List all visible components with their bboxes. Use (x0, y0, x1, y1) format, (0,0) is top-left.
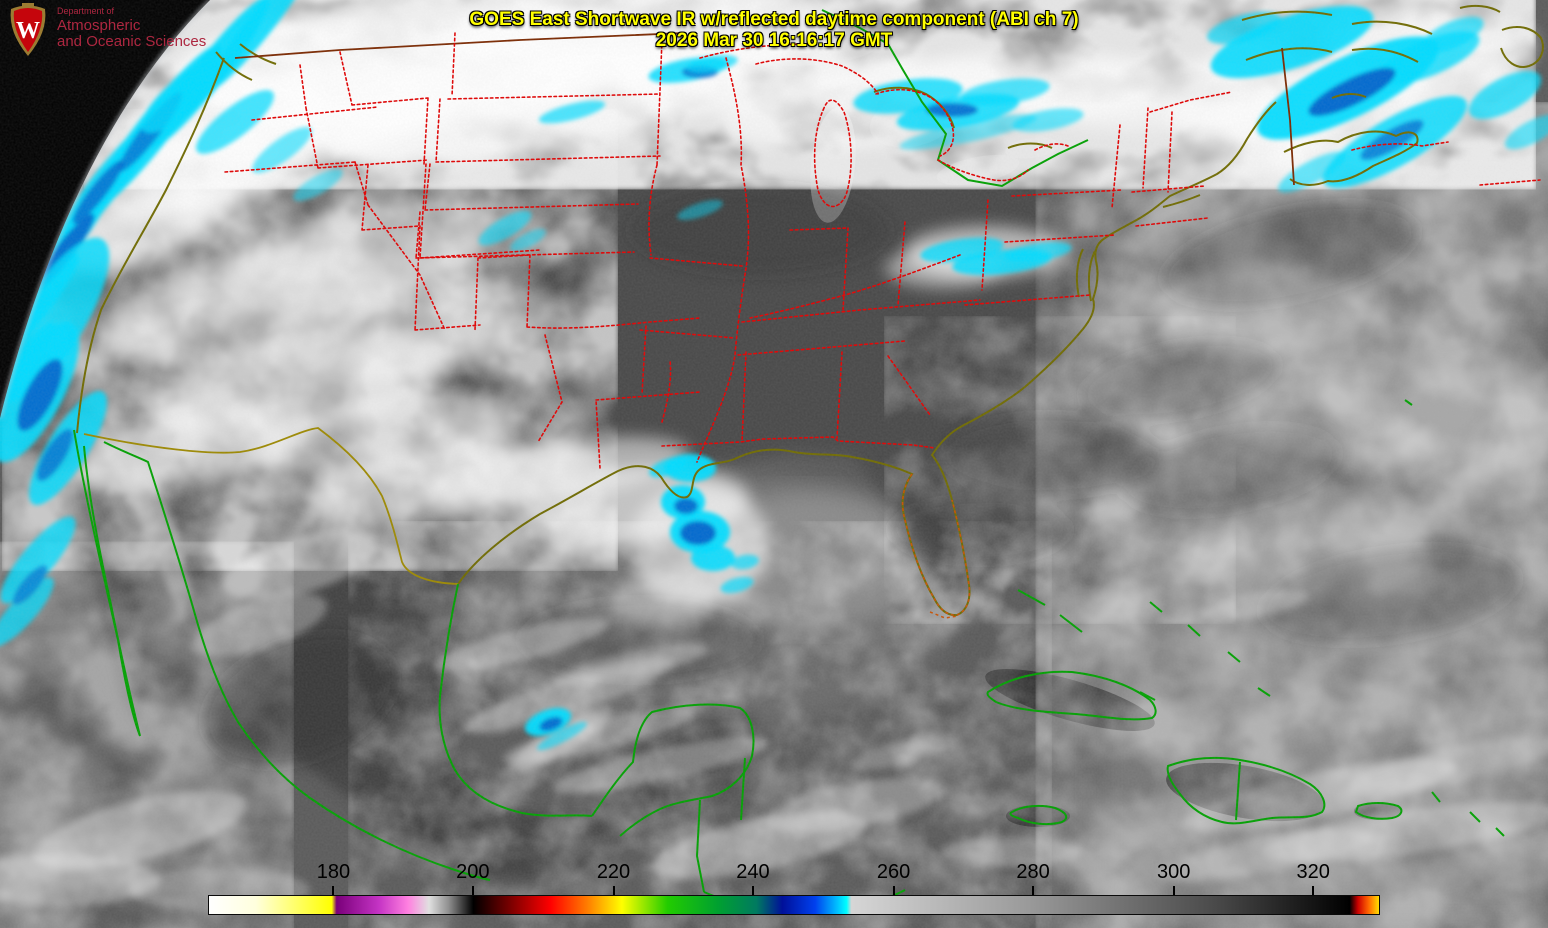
colorbar-tick-label: 320 (1296, 861, 1330, 883)
logo-name-line1: Atmospheric (57, 17, 141, 34)
colorbar-tick-mark (612, 886, 615, 895)
image-title: GOES East Shortwave IR w/reflected dayti… (0, 9, 1548, 51)
colorbar-tick-mark (892, 886, 895, 895)
colorbar-legend: 180 200 220 240 260 280 300 320 (208, 860, 1380, 918)
logo-name-line2: and Oceanic Sciences (57, 33, 207, 50)
uw-aos-logo: W Department of Atmospheric and Oceanic … (8, 2, 206, 57)
colorbar-tick-label: 300 (1157, 861, 1191, 883)
title-line1: GOES East Shortwave IR w/reflected dayti… (469, 9, 1079, 30)
colorbar-tick-label: 240 (736, 861, 770, 883)
colorbar-tick-label: 280 (1016, 861, 1050, 883)
uw-crest-icon: W (10, 3, 46, 56)
colorbar-gradient (208, 895, 1380, 915)
colorbar-tick-mark (1312, 886, 1315, 895)
colorbar-tick-mark (1172, 886, 1175, 895)
colorbar-tick-label: 180 (316, 861, 351, 883)
colorbar-tick-mark (332, 886, 335, 895)
colorbar-tick-mark (471, 886, 474, 895)
colorbar-tick-mark (1032, 886, 1035, 895)
title-timestamp: 2026 Mar 30 16:16:17 GMT (655, 30, 893, 51)
crest-letter: W (16, 18, 40, 44)
colorbar-tick-label: 220 (596, 861, 631, 883)
colorbar-tick-mark (751, 886, 754, 895)
logo-department-of: Department of (57, 6, 115, 16)
logo-text: Department of Atmospheric and Oceanic Sc… (57, 2, 206, 50)
colorbar-tick-label: 260 (876, 861, 911, 883)
colorbar-tick-label: 200 (456, 861, 490, 883)
